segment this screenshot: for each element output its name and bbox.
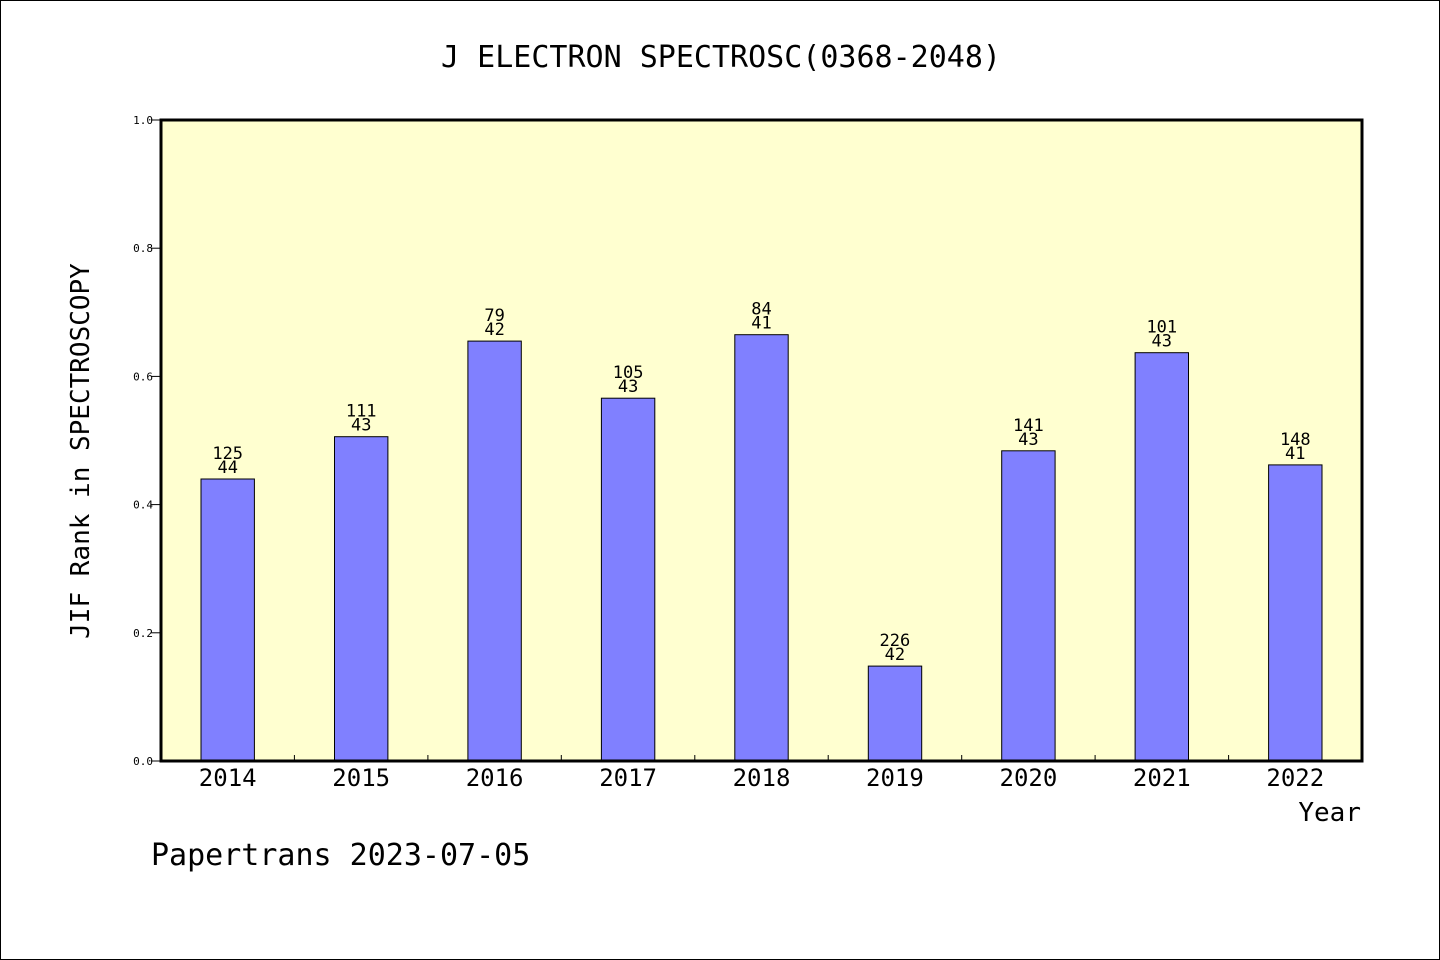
y-tick-label: 0.2	[133, 627, 153, 640]
bar-2017	[600, 397, 656, 762]
bar-total-label-2021: 43	[1152, 332, 1172, 352]
bar-rank-label-2017: 105	[613, 363, 644, 383]
bar-2021	[1134, 352, 1189, 762]
bar-total-label-2022: 41	[1285, 444, 1305, 464]
y-tick-label: 0.0	[133, 755, 153, 768]
y-tick-label: 0.4	[133, 499, 153, 512]
bar-2020	[1001, 450, 1056, 762]
bar-rank-label-2021: 101	[1146, 318, 1177, 338]
x-tick-label-2022: 2022	[1266, 764, 1324, 792]
y-tick-label: 1.0	[133, 114, 153, 127]
x-tick-label-2019: 2019	[866, 764, 924, 792]
bar-total-label-2020: 43	[1018, 430, 1038, 450]
bar-rank-label-2015: 111	[346, 402, 377, 422]
bar-total-label-2014: 44	[217, 458, 237, 478]
bar-rank-label-2022: 148	[1280, 430, 1311, 450]
bar-total-label-2016: 42	[484, 320, 504, 340]
y-tick-label: 0.8	[133, 242, 153, 255]
bar-2018	[734, 334, 789, 762]
plot-frame	[159, 118, 1364, 763]
chart-title: J ELECTRON SPECTROSC(0368-2048)	[441, 40, 1001, 75]
x-tick-label-2018: 2018	[733, 764, 791, 792]
y-tick-label: 0.6	[133, 370, 153, 383]
bar-rank-label-2016: 79	[484, 306, 504, 326]
x-tick-label-2021: 2021	[1133, 764, 1191, 792]
y-axis: 0.0 0.2 0.4 0.6 0.8 1.0	[133, 114, 161, 768]
bar-total-label-2017: 43	[618, 377, 638, 397]
x-tick-label-2015: 2015	[332, 764, 390, 792]
x-tick-label-2020: 2020	[1000, 764, 1058, 792]
bar-total-label-2018: 41	[751, 314, 771, 334]
footer-credit: Papertrans 2023-07-05	[151, 838, 530, 873]
x-tick-label-2017: 2017	[599, 764, 657, 792]
x-axis-title: Year	[1298, 798, 1361, 828]
bar-2019	[867, 665, 923, 762]
bar-2015	[334, 436, 389, 762]
bar-total-label-2019: 42	[885, 645, 905, 665]
x-tick-label-2014: 2014	[199, 764, 257, 792]
x-axis: 2014 2015 2016 2017 2018 2019 2020 2021 2022	[199, 755, 1324, 792]
bar-rank-label-2014: 125	[212, 444, 243, 464]
bars-layer	[200, 334, 1323, 762]
bar-rank-label-2019: 226	[880, 631, 911, 651]
bar-2022	[1268, 464, 1323, 762]
bar-rank-label-2020: 141	[1013, 416, 1044, 436]
bar-2016	[467, 340, 522, 762]
bar-labels-layer: 1254411143794210543844122642141431014314…	[212, 300, 1310, 665]
bar-total-label-2015: 43	[351, 416, 371, 436]
y-axis-title: JIF Rank in SPECTROSCOPY	[66, 263, 96, 639]
bar-2014	[200, 478, 255, 762]
x-tick-label-2016: 2016	[466, 764, 524, 792]
bar-rank-label-2018: 84	[751, 300, 771, 320]
